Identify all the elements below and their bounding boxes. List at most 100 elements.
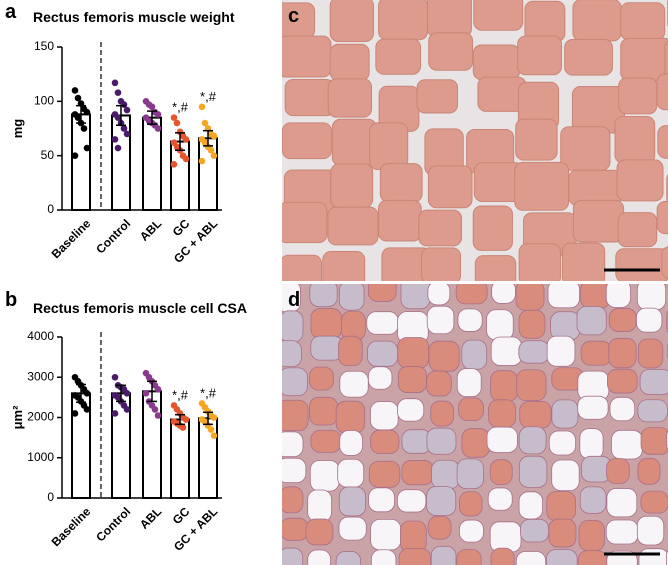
- x-tick-label: Control: [93, 504, 133, 544]
- muscle-fiber: [519, 400, 552, 429]
- fat-cell: [456, 368, 482, 398]
- muscle-fiber: [618, 77, 658, 115]
- muscle-fiber: [458, 397, 484, 422]
- muscle-fiber: [472, 44, 521, 81]
- muscle-fiber: [456, 549, 482, 565]
- fat-cell: [606, 488, 638, 518]
- muscle-fiber: [606, 458, 630, 484]
- y-tick-label: 4000: [27, 329, 54, 343]
- muscle-fiber: [518, 455, 548, 488]
- muscle-fiber: [416, 79, 459, 114]
- muscle-fiber: [282, 310, 304, 343]
- fat-cell: [426, 305, 455, 335]
- muscle-fiber: [282, 122, 332, 160]
- data-point: [114, 89, 122, 96]
- data-point: [173, 119, 181, 127]
- data-point: [74, 114, 82, 121]
- data-point: [154, 412, 162, 419]
- muscle-fiber: [472, 205, 513, 251]
- error-bar: [147, 110, 157, 125]
- fat-cell: [548, 430, 576, 456]
- chart-title: Rectus femoris muscle cell CSA: [33, 300, 247, 316]
- fat-cell: [609, 396, 636, 422]
- fat-cell: [366, 311, 399, 335]
- x-tick-label: Baseline: [49, 504, 94, 549]
- muscle-fiber: [515, 118, 558, 161]
- x-tick-label: Control: [93, 216, 133, 256]
- y-tick-label: 100: [34, 94, 54, 108]
- data-point: [154, 386, 162, 393]
- muscle-fiber: [518, 309, 546, 339]
- muscle-fiber: [518, 243, 561, 281]
- fat-cell: [309, 460, 340, 492]
- data-point: [170, 114, 178, 121]
- muscle-fiber: [580, 284, 611, 309]
- data-point: [148, 103, 156, 111]
- y-tick-label: 2000: [27, 410, 54, 424]
- fat-cell: [547, 284, 580, 309]
- muscle-fiber: [379, 163, 423, 203]
- muscle-fiber: [576, 305, 607, 336]
- histology-image-c: [282, 0, 668, 281]
- muscle-fiber: [459, 491, 483, 517]
- panel-label: c: [288, 5, 299, 27]
- muscle-fiber: [329, 43, 370, 82]
- fat-cell: [368, 487, 395, 513]
- fat-cell: [489, 521, 522, 553]
- data-point: [207, 146, 215, 154]
- muscle-fiber: [640, 490, 668, 514]
- fat-cell: [397, 398, 425, 422]
- fat-cell: [338, 516, 367, 541]
- muscle-fiber: [428, 340, 460, 372]
- data-point: [111, 79, 119, 87]
- muscle-fiber: [338, 335, 363, 367]
- muscle-fiber: [400, 520, 427, 553]
- fat-cell: [339, 430, 363, 456]
- muscle-fiber: [617, 212, 658, 248]
- muscle-fiber: [428, 32, 474, 71]
- muscle-fiber: [551, 399, 579, 429]
- fat-cell: [636, 284, 667, 311]
- data-point: [71, 410, 79, 417]
- muscle-fiber: [418, 209, 462, 247]
- muscle-fiber: [461, 428, 490, 458]
- data-point: [83, 406, 91, 413]
- muscle-fiber: [656, 73, 668, 111]
- muscle-fiber: [546, 491, 576, 522]
- muscle-fiber: [637, 457, 661, 485]
- panel-label: b: [5, 289, 17, 311]
- x-tick-label: ABL: [137, 504, 164, 531]
- fat-cell: [307, 549, 331, 565]
- muscle-fiber: [282, 367, 308, 397]
- fat-cell: [605, 519, 639, 545]
- error-bar: [175, 413, 185, 426]
- muscle-fiber: [564, 38, 613, 76]
- data-point: [71, 87, 79, 94]
- y-tick-label: 0: [47, 490, 54, 504]
- fat-cell: [577, 395, 609, 420]
- significance-label: *,#: [172, 387, 189, 402]
- error-bar: [116, 104, 126, 126]
- data-point: [111, 136, 119, 143]
- muscle-fiber: [580, 340, 612, 366]
- data-point: [210, 414, 218, 421]
- muscle-fiber: [577, 550, 608, 565]
- muscle-fiber: [427, 165, 473, 209]
- muscle-fiber: [369, 122, 409, 170]
- muscle-fiber: [579, 486, 607, 514]
- fat-cell: [427, 284, 451, 306]
- data-point: [123, 390, 131, 397]
- muscle-fiber: [572, 0, 622, 42]
- x-tick-label: GC: [170, 504, 193, 527]
- muscle-fiber: [608, 337, 637, 369]
- muscle-fiber: [616, 159, 664, 202]
- fat-cell: [370, 401, 399, 431]
- muscle-fiber: [515, 284, 545, 311]
- muscle-fiber: [656, 201, 668, 235]
- fat-cell: [337, 458, 365, 488]
- fat-cell: [611, 429, 643, 460]
- panel-label: a: [5, 1, 17, 23]
- muscle-fiber: [456, 458, 484, 489]
- muscle-fiber: [550, 311, 581, 341]
- data-point: [201, 119, 209, 127]
